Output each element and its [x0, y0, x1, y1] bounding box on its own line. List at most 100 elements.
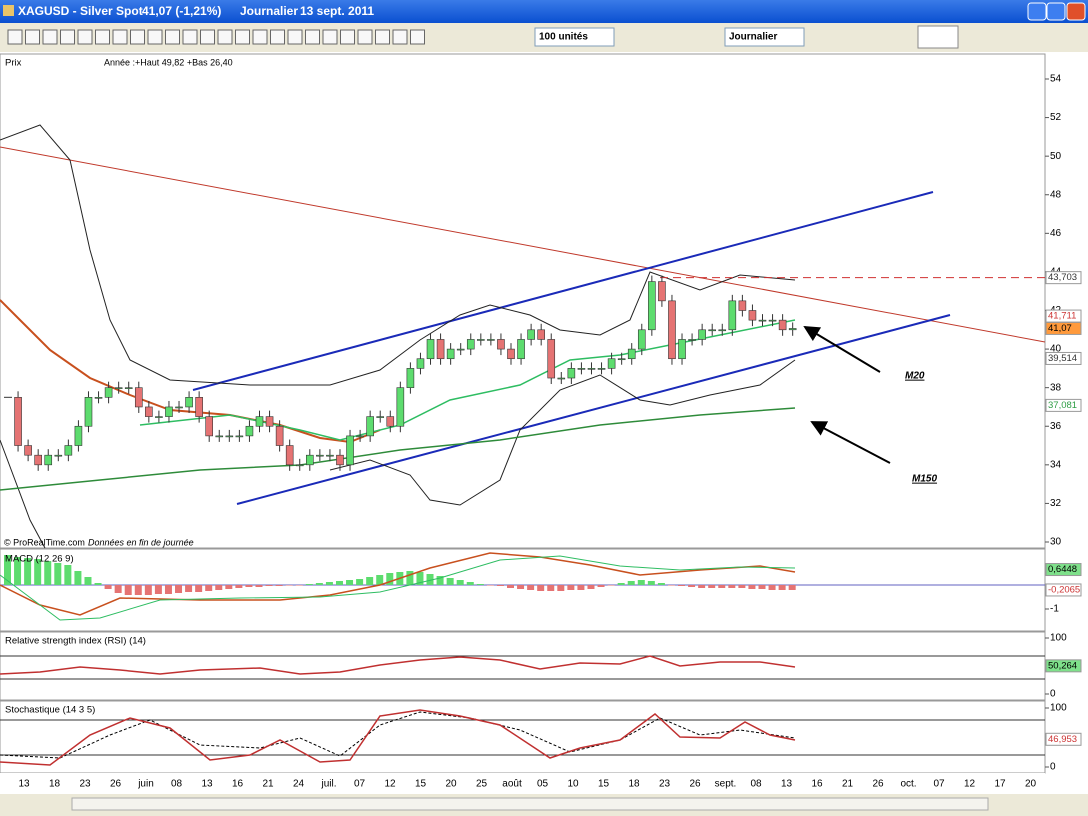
macd-line — [0, 552, 796, 616]
tool-button[interactable] — [42, 29, 58, 45]
macd-histogram — [446, 578, 454, 585]
macd-histogram — [225, 585, 233, 589]
macd-histogram — [144, 585, 152, 595]
macd-histogram — [265, 585, 273, 586]
units-select[interactable] — [534, 27, 615, 47]
tool-button[interactable] — [130, 29, 145, 45]
x-tick-label: 07 — [933, 779, 945, 790]
macd-histogram — [708, 585, 716, 588]
candle-body — [215, 435, 224, 438]
units-text: 100 unités — [539, 32, 588, 43]
tool-button[interactable] — [410, 29, 425, 45]
candle-body — [205, 416, 213, 437]
macd-histogram — [678, 585, 686, 586]
macd-histogram — [607, 585, 615, 586]
x-tick-label: 05 — [537, 779, 549, 790]
candle-body — [124, 387, 133, 389]
candle-body — [275, 425, 284, 446]
tool-button[interactable] — [112, 29, 128, 45]
tool-button[interactable] — [165, 29, 180, 45]
candle-body — [406, 368, 415, 388]
x-tick-label: août — [502, 779, 522, 790]
macd-histogram — [728, 585, 736, 588]
candle-body — [145, 406, 153, 417]
tool-button[interactable] — [25, 29, 40, 45]
y-tick-label: 100 — [1050, 703, 1067, 714]
x-tick-label: 16 — [811, 779, 823, 790]
macd-histogram — [44, 561, 52, 585]
x-tick-label: 25 — [476, 779, 488, 790]
macd-histogram — [456, 580, 464, 585]
tool-button[interactable] — [235, 29, 250, 45]
m150 — [0, 407, 796, 491]
tool-button[interactable] — [305, 29, 320, 45]
tool-button[interactable] — [252, 29, 268, 45]
tool-button[interactable] — [60, 29, 75, 45]
x-tick-label: sept. — [715, 779, 737, 790]
tool-button[interactable] — [77, 29, 93, 45]
tool-button[interactable] — [357, 29, 373, 45]
candle-body — [94, 397, 103, 399]
minimize[interactable] — [1027, 2, 1047, 21]
macd-histogram — [64, 565, 72, 585]
maximize[interactable] — [1046, 2, 1066, 21]
close[interactable] — [1066, 2, 1086, 21]
x-tick-label: 26 — [872, 779, 884, 790]
candle-body — [24, 445, 32, 456]
scrollbar[interactable] — [71, 797, 989, 811]
tool-button[interactable] — [7, 29, 23, 45]
candle-body — [718, 329, 727, 332]
chart-style-button[interactable] — [917, 25, 959, 49]
macd-histogram — [94, 583, 102, 585]
tool-button[interactable] — [182, 29, 198, 45]
tool-button[interactable] — [147, 29, 163, 45]
panel-title: Prix — [5, 58, 22, 69]
x-tick-label: 13 — [201, 779, 213, 790]
x-tick-label: 08 — [750, 779, 762, 790]
y-tick-label: 32 — [1050, 498, 1062, 509]
candle-body — [376, 416, 385, 418]
candle-body — [668, 300, 676, 360]
candle-body — [74, 425, 83, 446]
macd-histogram — [14, 557, 22, 585]
tool-button[interactable] — [375, 29, 390, 45]
tool-button[interactable] — [392, 29, 408, 45]
candle-body — [466, 339, 475, 350]
tool-button[interactable] — [287, 29, 303, 45]
title-bar — [0, 0, 1088, 23]
candle-body — [104, 387, 113, 398]
tool-button[interactable] — [200, 29, 215, 45]
tool-button[interactable] — [322, 29, 338, 45]
candle-body — [265, 416, 274, 427]
candle-body — [426, 339, 435, 360]
price-marker-label: 41,711 — [1048, 311, 1076, 322]
price-marker — [1045, 583, 1082, 597]
tool-button[interactable] — [95, 29, 110, 45]
x-tick-label: 13 — [781, 779, 793, 790]
candle-body — [305, 454, 314, 466]
macd-histogram — [476, 584, 484, 585]
candle-body — [678, 339, 686, 360]
x-tick-label: 20 — [1025, 779, 1037, 790]
x-tick-label: 15 — [415, 779, 427, 790]
macd-histogram — [154, 585, 162, 594]
candle-body — [114, 387, 123, 389]
candle-body — [285, 445, 294, 466]
macd-histogram — [335, 581, 343, 585]
candle-body — [396, 387, 405, 427]
candle-body — [788, 328, 797, 331]
tool-button[interactable] — [340, 29, 355, 45]
x-tick-label: 24 — [293, 779, 305, 790]
macd-histogram — [366, 577, 374, 585]
macd-histogram — [34, 559, 42, 585]
tool-button[interactable] — [270, 29, 285, 45]
macd-histogram — [577, 585, 585, 590]
x-tick-label: 26 — [110, 779, 122, 790]
macd-histogram — [517, 585, 525, 589]
channel-lower — [236, 314, 951, 505]
timeframe-select[interactable] — [724, 27, 805, 47]
panel-title: Stochastique (14 3 5) — [5, 705, 95, 716]
x-tick-label: 18 — [49, 779, 61, 790]
tool-button[interactable] — [217, 29, 233, 45]
